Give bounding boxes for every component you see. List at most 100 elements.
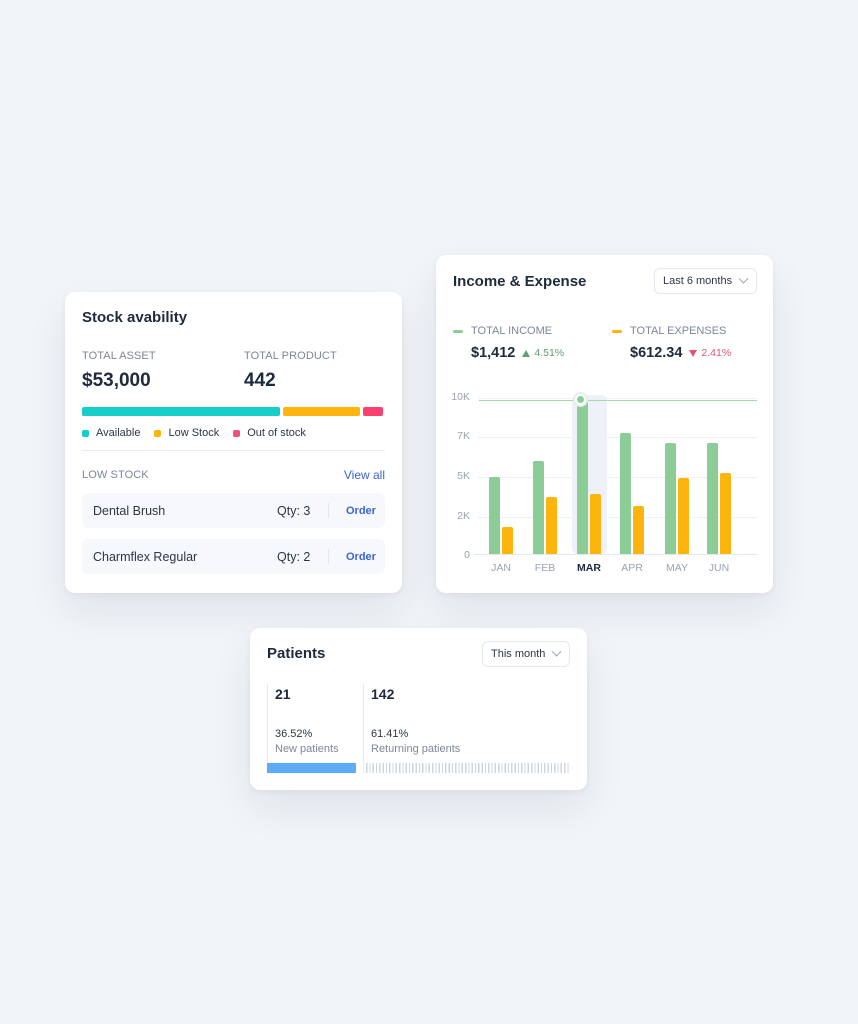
bar-income-may [665, 443, 676, 554]
legend-item: Available [82, 427, 140, 439]
separator [328, 503, 329, 518]
stock-distribution-bar [82, 407, 385, 416]
item-qty: Qty: 3 [277, 503, 311, 518]
trend-up-icon [522, 349, 531, 357]
income-change: 4.51% [522, 347, 564, 359]
legend-label: Out of stock [247, 427, 306, 439]
legend-dot-icon [82, 429, 89, 437]
x-axis-label: MAY [666, 562, 688, 574]
divider [82, 450, 385, 451]
range-dropdown[interactable]: This month [482, 641, 571, 667]
range-dropdown-value: This month [491, 648, 546, 660]
card-title: Stock avability [82, 309, 188, 326]
bar-income-jan [489, 477, 500, 554]
item-qty: Qty: 2 [277, 549, 311, 564]
total-asset-label: TOTAL ASSET [82, 350, 156, 362]
chevron-down-icon [551, 646, 562, 657]
low-stock-label: LOW STOCK [82, 469, 149, 481]
data-point-marker [575, 393, 586, 405]
item-name: Charmflex Regular [93, 549, 198, 564]
card-title: Income & Expense [453, 273, 587, 290]
legend-item: Low Stock [154, 427, 219, 439]
y-axis-tick-label: 10K [451, 391, 470, 403]
new-patients-count: 21 [275, 686, 291, 702]
order-button[interactable]: Order [346, 504, 376, 517]
gridline [479, 437, 757, 438]
legend-dot-icon [233, 429, 241, 437]
x-axis-label: JAN [491, 562, 511, 574]
trend-down-icon [689, 349, 698, 357]
y-axis-tick-label: 7K [457, 430, 470, 442]
stock-segment-out-of-stock [363, 407, 383, 416]
bar-expenses-jun [720, 473, 731, 554]
bar-income-mar [577, 400, 588, 554]
total-income-kpi: TOTAL INCOME $1,412 4.51% [453, 325, 564, 361]
separator [328, 549, 329, 564]
new-patients-stat: 21 36.52% New patients [267, 684, 363, 774]
low-stock-item: Dental Brush Qty: 3 Order [82, 493, 385, 528]
low-stock-header: LOW STOCK View all [82, 468, 385, 482]
gridline [479, 477, 757, 478]
legend-label: Low Stock [168, 427, 220, 439]
x-axis-label: APR [621, 562, 643, 574]
bar-expenses-mar [590, 494, 601, 554]
expenses-legend-swatch [612, 329, 622, 333]
gridline [479, 398, 757, 399]
income-change-value: 4.51% [534, 347, 565, 359]
total-product-value: 442 [244, 370, 276, 391]
order-button[interactable]: Order [346, 550, 376, 563]
total-expenses-label: TOTAL EXPENSES [630, 325, 727, 337]
bar-income-feb [533, 461, 544, 554]
stock-availability-card: Stock avability TOTAL ASSET $53,000 TOTA… [65, 292, 402, 593]
total-asset-value: $53,000 [82, 370, 151, 391]
returning-patients-stat: 142 61.41% Returning patients [363, 684, 573, 774]
bar-expenses-feb [546, 497, 557, 554]
legend-dot-icon [154, 429, 162, 437]
x-axis-label: JUN [708, 562, 730, 574]
expenses-change-value: 2.41% [701, 347, 732, 359]
income-expense-bar-chart: 0 2K 5K 7K 10K JAN FEB MAR APR MAY JUN [436, 255, 773, 593]
returning-patients-percent: 61.41% [371, 728, 409, 740]
bar-expenses-may [678, 478, 689, 554]
returning-patients-bar [366, 763, 570, 773]
y-axis-tick-label: 5K [457, 470, 470, 482]
total-expenses-value: $612.34 [630, 345, 683, 361]
x-axis-label: FEB [534, 562, 556, 574]
range-dropdown[interactable]: Last 6 months [654, 268, 758, 294]
x-axis-label: MAR [577, 562, 601, 574]
bar-income-jun [707, 443, 718, 554]
range-dropdown-value: Last 6 months [663, 275, 733, 287]
returning-patients-label: Returning patients [371, 743, 461, 755]
returning-patients-count: 142 [371, 686, 395, 702]
legend-label: Available [96, 427, 141, 439]
view-all-link[interactable]: View all [343, 468, 385, 482]
total-income-label: TOTAL INCOME [471, 325, 553, 337]
total-expenses-kpi: TOTAL EXPENSES $612.34 2.41% [612, 325, 731, 361]
stock-segment-available [82, 407, 280, 416]
x-axis-baseline [474, 554, 757, 555]
total-product-stat: TOTAL PRODUCT 442 [244, 350, 337, 392]
new-patients-bar [267, 763, 356, 773]
legend-item: Out of stock [233, 427, 306, 439]
stock-legend: Available Low Stock Out of stock [82, 427, 306, 439]
gridline [479, 517, 757, 518]
new-patients-percent: 36.52% [275, 728, 313, 740]
income-legend-swatch [453, 329, 463, 333]
stock-segment-low-stock [283, 407, 360, 416]
bar-expenses-apr [633, 506, 644, 554]
total-income-value: $1,412 [471, 345, 516, 361]
income-expense-card: Income & Expense Last 6 months TOTAL INC… [436, 255, 773, 593]
new-patients-label: New patients [275, 743, 339, 755]
total-product-label: TOTAL PRODUCT [244, 350, 337, 362]
bar-income-apr [620, 433, 631, 554]
card-title: Patients [267, 645, 326, 662]
y-axis-tick-label: 0 [464, 549, 470, 561]
low-stock-item: Charmflex Regular Qty: 2 Order [82, 539, 385, 574]
bar-expenses-jan [502, 526, 513, 554]
total-asset-stat: TOTAL ASSET $53,000 [82, 350, 156, 392]
expenses-change: 2.41% [689, 347, 731, 359]
reference-line [479, 399, 757, 402]
y-axis-tick-label: 2K [457, 510, 470, 522]
item-name: Dental Brush [93, 503, 166, 518]
